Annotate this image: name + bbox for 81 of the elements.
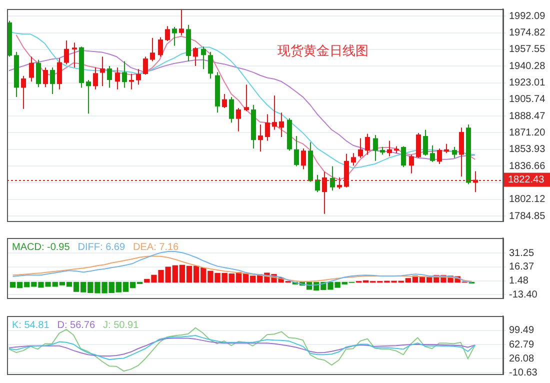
candlestick — [444, 143, 449, 154]
candlestick — [459, 127, 464, 178]
candlestick — [258, 124, 263, 152]
y-tick-label: 1923.01 — [509, 78, 546, 89]
candlestick — [401, 146, 406, 168]
text: MACD: -0.95 — [12, 242, 70, 253]
candlestick — [265, 114, 270, 142]
candlestick — [236, 107, 241, 132]
y-tick-label: -13.40 — [509, 289, 538, 300]
candlestick — [43, 67, 48, 88]
candlestick — [36, 59, 41, 88]
y-tick-label: 1957.55 — [509, 44, 546, 56]
candlestick — [193, 46, 198, 67]
y-tick-label: 1.48 — [509, 276, 529, 287]
y-tick-label: -10.63 — [509, 367, 538, 378]
candlestick — [201, 46, 206, 70]
series-label: DIFF: 6.69 — [78, 242, 126, 253]
candlestick — [330, 166, 335, 192]
y-tick-label: 1871.20 — [509, 127, 546, 138]
candlestick — [452, 146, 457, 158]
y-tick-label: 99.49 — [509, 325, 534, 336]
candlestick — [21, 75, 26, 110]
y-tick-label: 1940.28 — [509, 60, 546, 72]
candlestick — [244, 84, 249, 112]
candlestick — [387, 140, 392, 157]
series-label: DEA: 7.16 — [133, 242, 180, 253]
candlestick — [165, 26, 170, 42]
candlestick — [409, 154, 414, 174]
candlestick — [136, 68, 141, 86]
candlestick — [86, 79, 91, 114]
candlestick — [115, 67, 120, 90]
candlestick — [272, 95, 277, 130]
candlestick — [179, 9, 184, 36]
candlestick — [172, 26, 177, 46]
candlestick — [57, 58, 62, 90]
candlestick — [150, 37, 155, 62]
candlestick — [430, 144, 435, 162]
candlestick — [208, 51, 213, 79]
series-label: K: 54.81 — [12, 320, 50, 331]
y-tick-label: 16.37 — [509, 262, 534, 273]
series-label: D: 56.76 — [57, 320, 96, 331]
candlestick — [358, 138, 363, 158]
candlestick — [351, 152, 356, 166]
candlestick — [143, 56, 148, 76]
candlestick — [72, 42, 77, 68]
y-tick-label: 1905.74 — [509, 94, 546, 106]
text: J: 50.91 — [103, 320, 140, 331]
candlestick — [315, 174, 320, 193]
y-tick-label: 31.25 — [509, 248, 534, 259]
candlestick — [158, 36, 163, 58]
candlestick — [365, 133, 370, 156]
candlestick — [437, 148, 442, 164]
y-tick-label: 1784.85 — [509, 210, 546, 222]
y-tick-label: 1853.93 — [509, 144, 546, 156]
candlestick — [64, 40, 69, 65]
y-tick-label: 1802.12 — [509, 194, 546, 206]
candlestick — [337, 176, 342, 190]
candlestick — [322, 171, 327, 214]
y-tick-label: 1992.09 — [509, 10, 546, 22]
candlestick — [129, 73, 134, 90]
y-tick-label: 1888.47 — [509, 110, 546, 122]
candlestick — [29, 56, 34, 82]
ref-line-label: 1822.43 — [508, 174, 545, 186]
candlestick — [423, 129, 428, 156]
candlestick — [301, 148, 306, 170]
candlestick — [229, 96, 234, 124]
candlestick — [222, 93, 227, 108]
text: 现货黄金日线图 — [277, 42, 368, 58]
y-tick-label: 1836.66 — [509, 160, 546, 172]
candlestick — [100, 56, 105, 87]
candlestick — [50, 67, 55, 94]
y-tick-label: 1974.82 — [509, 28, 546, 39]
candlestick — [373, 134, 378, 162]
candlestick — [107, 66, 112, 88]
candlestick — [122, 60, 127, 88]
candlestick — [93, 67, 98, 90]
y-tick-label: 26.08 — [509, 353, 534, 364]
candlestick — [294, 136, 299, 167]
candlestick — [416, 132, 421, 158]
y-tick-label: 62.79 — [509, 339, 534, 350]
candlestick — [279, 112, 284, 138]
